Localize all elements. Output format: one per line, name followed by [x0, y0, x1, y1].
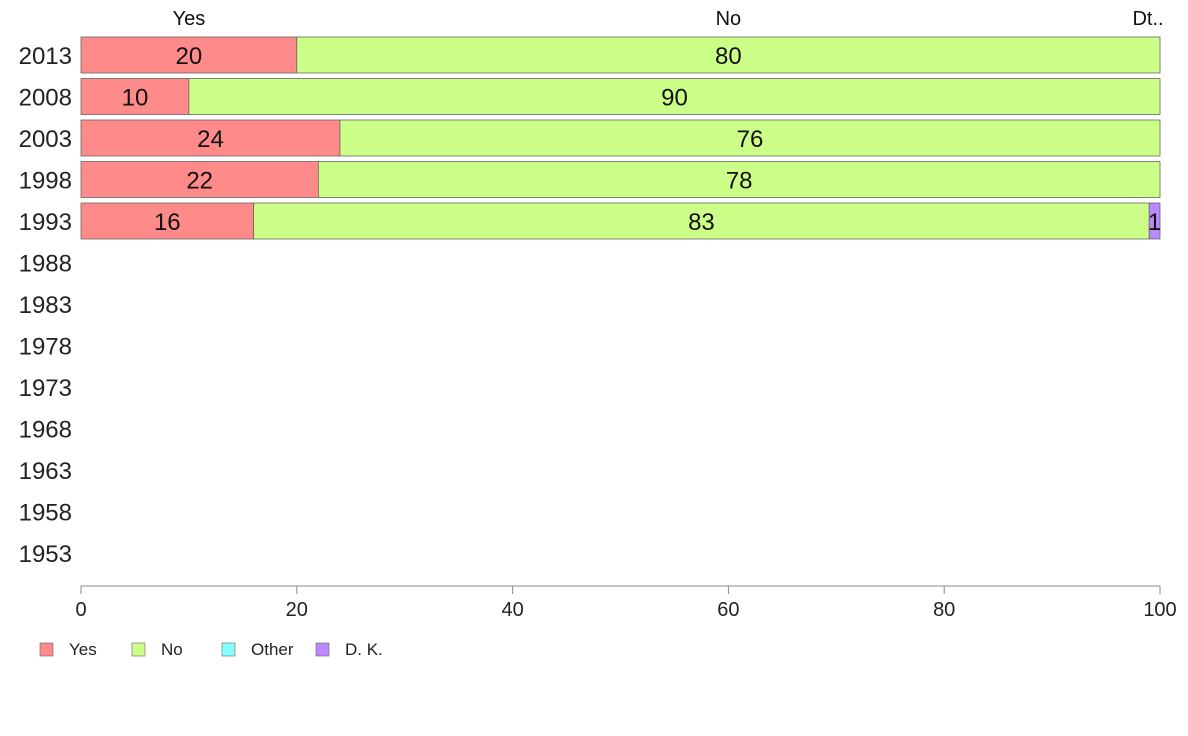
top-label-1: No [716, 8, 742, 30]
bar-yes-1993 [80, 202, 255, 240]
bars: 20 80 10 90 24 76 22 78 16 83 1 [80, 36, 1161, 240]
bar-value-label: 76 [737, 126, 764, 153]
x-tick-label: 40 [501, 599, 523, 621]
year-label-1973: 1973 [19, 375, 72, 402]
legend-swatch [221, 642, 236, 657]
bar-value-label: 24 [197, 126, 224, 153]
year-label-1993: 1993 [19, 209, 72, 236]
bar-no-2003 [339, 119, 1161, 157]
bar-value-label: 10 [122, 85, 149, 112]
top-labels: Yes No Dt.. [173, 8, 1164, 30]
bar-no-1998 [317, 161, 1161, 198]
year-label-1983: 1983 [19, 292, 72, 319]
year-label-1978: 1978 [19, 334, 72, 361]
bar-yes-2008 [80, 78, 190, 115]
bar-d-k--1993 [1148, 202, 1161, 240]
year-label-1988: 1988 [19, 251, 72, 278]
x-tick-label: 20 [286, 599, 308, 621]
x-tick-label: 0 [75, 599, 86, 621]
legend: Yes No Other D. K. [39, 640, 383, 659]
bar-no-2013 [296, 36, 1161, 74]
bar-value-label: 78 [726, 168, 753, 195]
bar-value-label: 20 [176, 43, 203, 70]
top-label-2: Dt.. [1132, 8, 1163, 30]
bar-value-label: 1 [1148, 209, 1161, 236]
year-label-1963: 1963 [19, 458, 72, 485]
x-tick-label: 60 [717, 599, 739, 621]
x-tick-label: 80 [933, 599, 955, 621]
legend-swatch [131, 642, 146, 657]
year-label-1998: 1998 [19, 168, 72, 195]
bar-yes-2013 [80, 36, 298, 74]
legend-swatch [315, 642, 330, 657]
year-label-2008: 2008 [19, 85, 72, 112]
legend-swatch [39, 642, 54, 657]
year-label-2003: 2003 [19, 126, 72, 153]
legend-label: D. K. [345, 640, 383, 659]
bar-no-1993 [253, 202, 1150, 240]
bar-value-label: 90 [661, 85, 688, 112]
top-label-0: Yes [173, 8, 206, 30]
bar-value-label: 80 [715, 43, 742, 70]
bar-no-2008 [188, 78, 1161, 115]
bar-yes-1998 [80, 161, 319, 198]
bar-value-label: 22 [186, 168, 213, 195]
year-label-1968: 1968 [19, 417, 72, 444]
year-label-1958: 1958 [19, 500, 72, 527]
legend-label: Yes [69, 640, 97, 659]
legend-label: No [161, 640, 183, 659]
x-axis: 0 20 40 60 80 100 [75, 585, 1177, 621]
year-label-2013: 2013 [19, 43, 72, 70]
bar-value-label: 83 [688, 209, 715, 236]
bar-value-label: 16 [154, 209, 181, 236]
legend-label: Other [251, 640, 294, 659]
year-label-1953: 1953 [19, 541, 72, 568]
x-tick-label: 100 [1143, 599, 1176, 621]
year-labels: 2013 2008 2003 1998 1993 1988 1983 1978 1973 1968… [19, 43, 72, 568]
bar-yes-2003 [80, 119, 341, 157]
